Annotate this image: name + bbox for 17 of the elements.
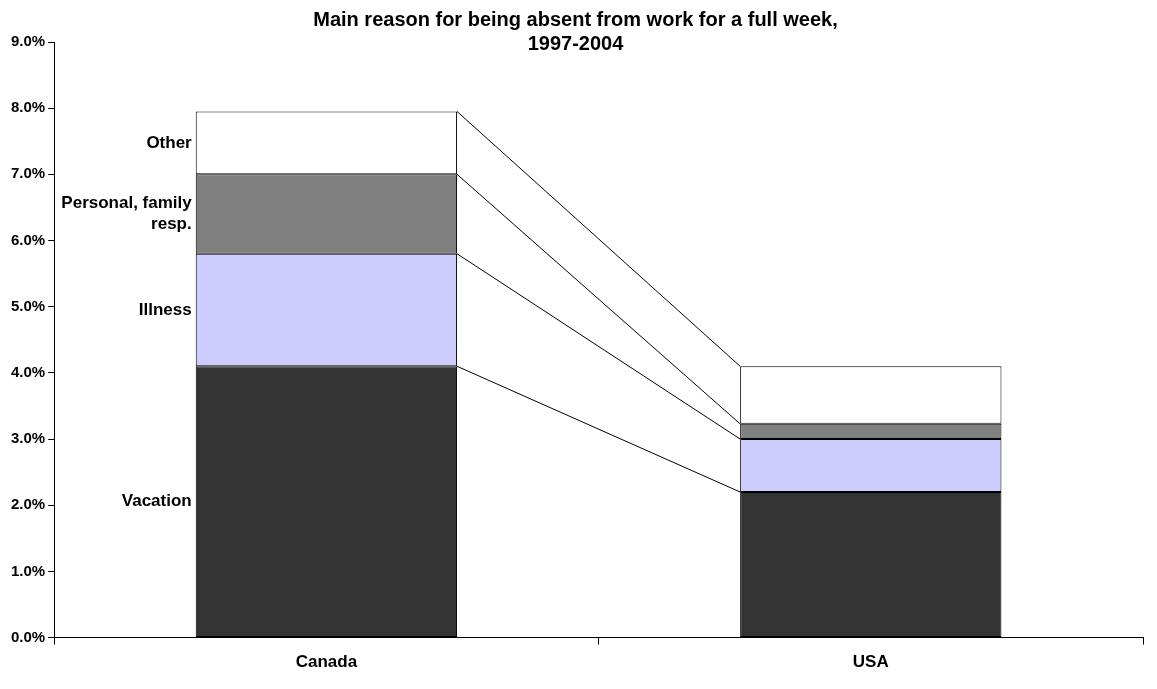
y-tick-label: 8.0%: [10, 98, 46, 116]
series-label: Vacation: [121, 491, 192, 511]
y-tick-label: 0.0%: [10, 627, 46, 645]
y-tick-label: 5.0%: [10, 296, 46, 314]
series-label: Personal, family resp.: [61, 193, 193, 234]
y-tick-label: 3.0%: [10, 429, 46, 447]
y-tick-label: 6.0%: [10, 230, 46, 248]
y-tick-label: 1.0%: [10, 561, 46, 579]
x-tick-label: USA: [852, 652, 889, 672]
series-label: Other: [146, 132, 193, 152]
y-tick-label: 7.0%: [10, 164, 46, 182]
y-tick-label: 2.0%: [10, 495, 46, 513]
series-label: Illness: [138, 299, 192, 319]
x-tick-label: Canada: [295, 652, 358, 672]
y-tick-label: 9.0%: [10, 32, 46, 50]
y-tick-label: 4.0%: [10, 363, 46, 381]
chart-title: Main reason for being absent from work for a full week, 1997-2004: [313, 7, 838, 54]
